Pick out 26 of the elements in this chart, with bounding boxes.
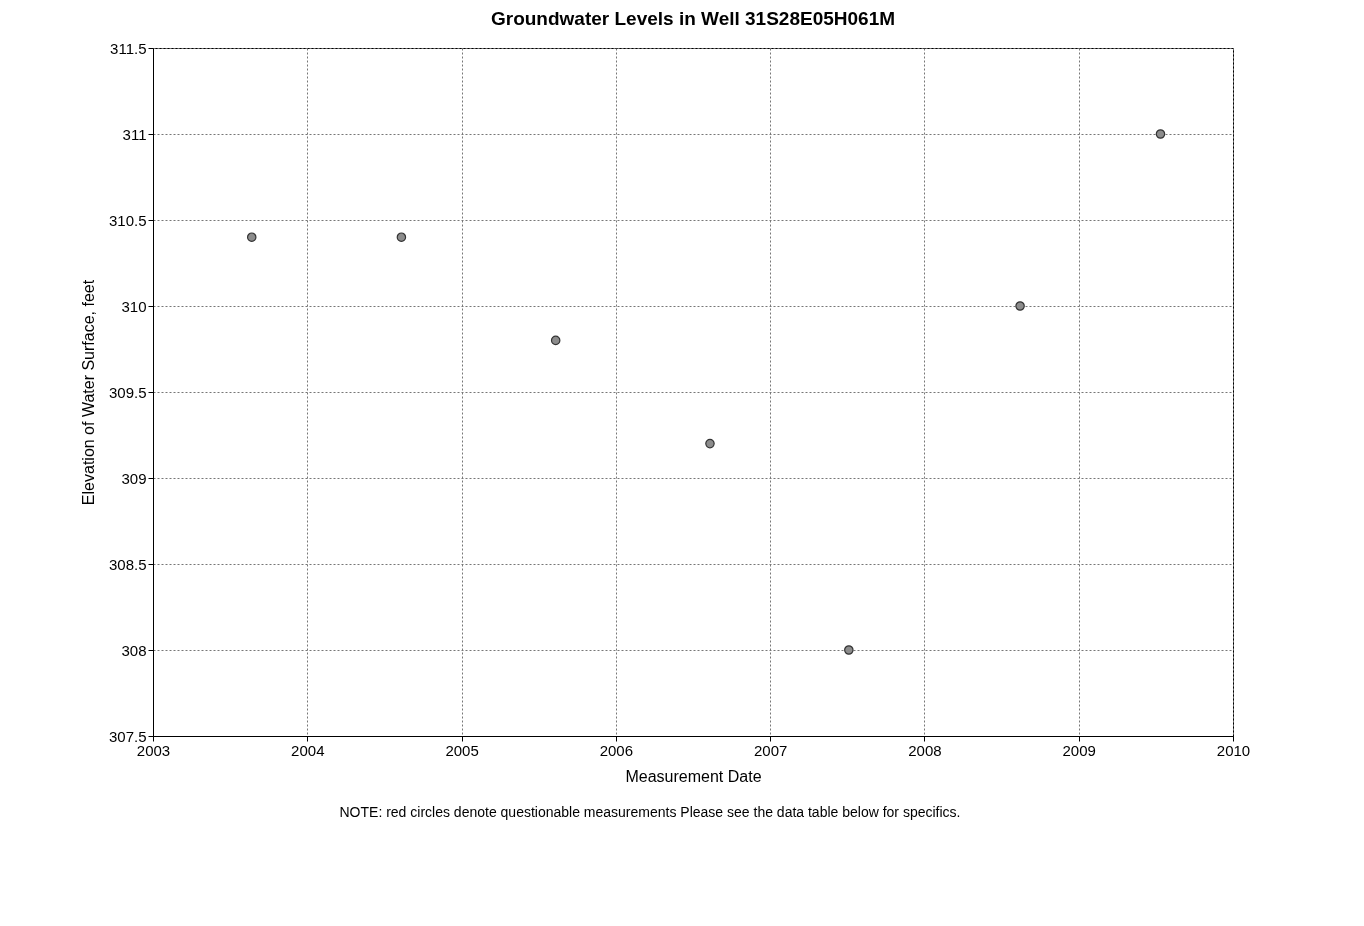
point — [246, 232, 257, 242]
y-tick-label: 309.5 — [108, 383, 147, 401]
x-tick-label: 2010 — [1216, 741, 1251, 759]
point — [1155, 129, 1166, 139]
point — [1015, 301, 1025, 311]
y-tick-label: 310.5 — [108, 211, 147, 229]
x-tick-label: 2004 — [291, 741, 325, 759]
chart-title: Groundwater Levels in Well 31S28E05H061M — [490, 8, 896, 29]
x-tick-label: 2009 — [1062, 741, 1096, 759]
x-axis-title: Measurement Date — [625, 767, 762, 785]
point — [396, 232, 407, 242]
point — [844, 645, 854, 655]
y-tick-label: 310 — [121, 297, 147, 315]
x-tick-label: 2006 — [599, 741, 634, 759]
y-tick-label: 308 — [121, 641, 147, 659]
point — [705, 438, 715, 449]
x-tick-label: 2005 — [445, 741, 479, 759]
y-tick-label: 308.5 — [108, 555, 147, 573]
y-tick-label: 311 — [122, 125, 147, 143]
y-axis-title: Elevation of Water Surface, feet — [79, 279, 97, 506]
y-tick-label: 309 — [121, 469, 147, 487]
x-tick-label: 2007 — [753, 741, 788, 759]
x-tick-label: 2008 — [908, 741, 942, 759]
text: NOTE: red circles denote questionable measurements Please see the data table below for specifics. — [338, 804, 962, 820]
y-tick-label: 311.5 — [110, 39, 147, 57]
point — [550, 335, 561, 346]
